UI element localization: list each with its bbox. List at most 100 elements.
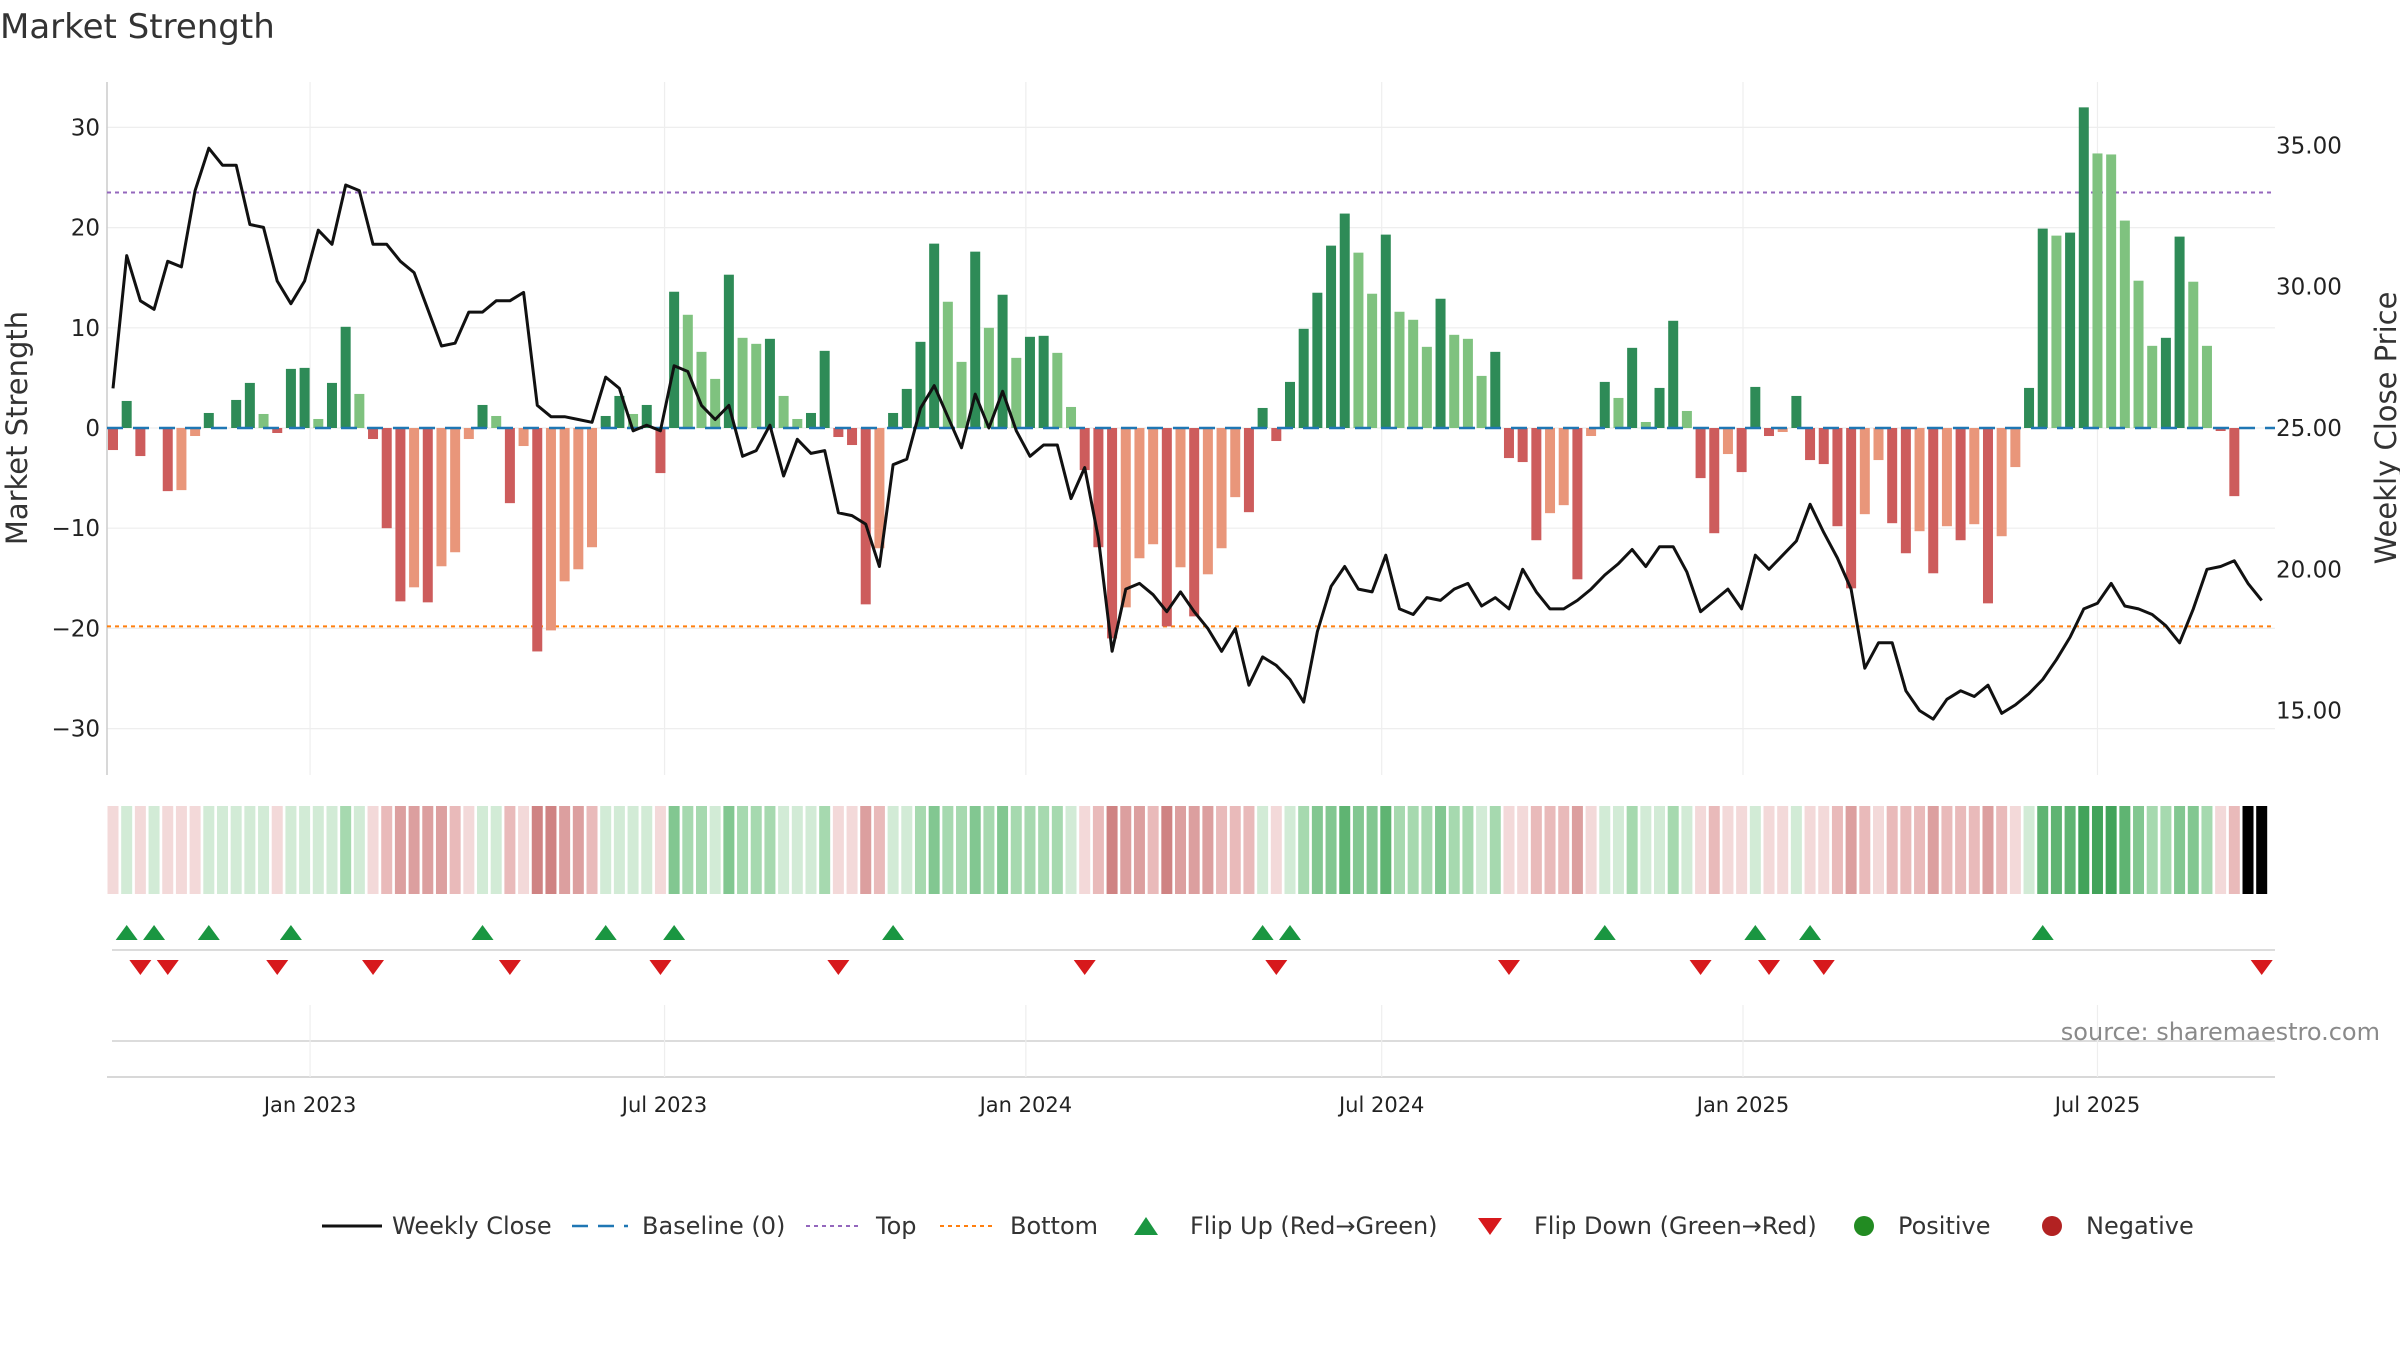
heat-cell xyxy=(1325,806,1337,894)
legend-item-negative: Negative xyxy=(2042,1212,2194,1240)
heat-cell xyxy=(1393,806,1405,894)
heat-cell xyxy=(1859,806,1871,894)
strength-bar xyxy=(669,291,680,428)
strength-bar xyxy=(108,428,118,451)
heat-cell xyxy=(1517,806,1529,894)
strength-bar xyxy=(1216,428,1227,549)
strength-bar xyxy=(162,428,173,492)
heat-cell xyxy=(2215,806,2227,894)
strength-bar xyxy=(997,294,1008,428)
heat-cell xyxy=(1120,806,1132,894)
strength-bar xyxy=(1955,428,1966,541)
heat-cell xyxy=(819,806,831,894)
strength-bar xyxy=(532,428,543,652)
heat-cell xyxy=(1092,806,1104,894)
strength-bar xyxy=(600,415,611,428)
heat-cell xyxy=(1202,806,1214,894)
heat-cell xyxy=(778,806,790,894)
heat-cell xyxy=(258,806,270,894)
strength-bar xyxy=(710,378,721,428)
strength-bars xyxy=(107,107,2275,652)
strength-bar xyxy=(450,428,461,553)
heat-cell xyxy=(1722,806,1734,894)
y2-tick-label: 25.00 xyxy=(2276,416,2342,442)
heat-cell xyxy=(1311,806,1323,894)
heat-cell xyxy=(956,806,968,894)
heat-cell xyxy=(121,806,133,894)
heat-cell xyxy=(2064,806,2076,894)
strength-bar xyxy=(970,251,981,428)
heat-cell xyxy=(600,806,612,894)
strength-bar xyxy=(340,326,351,428)
strength-bar xyxy=(1545,428,1556,514)
heat-cell xyxy=(983,806,995,894)
flip-down-marker xyxy=(266,960,289,975)
strength-bar xyxy=(409,428,420,588)
strength-bar xyxy=(1284,381,1295,428)
heat-cell xyxy=(1448,806,1460,894)
strength-bar xyxy=(1654,387,1665,428)
strength-bar xyxy=(203,412,214,428)
strength-bar xyxy=(1613,397,1624,428)
heat-cell xyxy=(1749,806,1761,894)
flip-down-marker xyxy=(156,960,179,975)
reference-lines xyxy=(107,191,2275,628)
heat-cell xyxy=(2133,806,2145,894)
flip-up-marker xyxy=(1251,925,1274,940)
strength-bar xyxy=(1271,428,1282,442)
heat-cell xyxy=(1257,806,1269,894)
heat-cell xyxy=(2174,806,2186,894)
strength-bar xyxy=(847,428,858,446)
flip-up-marker xyxy=(594,925,617,940)
x-tick-label: Jul 2023 xyxy=(620,1093,707,1117)
heat-cell xyxy=(887,806,899,894)
legend-item-close: Weekly Close xyxy=(322,1212,552,1240)
strength-bar xyxy=(1627,347,1638,428)
heat-cell xyxy=(1024,806,1036,894)
flip-up-marker xyxy=(1278,925,1301,940)
heat-cell xyxy=(1147,806,1159,894)
heat-cell xyxy=(490,806,502,894)
heat-cell xyxy=(203,806,215,894)
heat-cell xyxy=(613,806,625,894)
heat-cell xyxy=(1695,806,1707,894)
strength-bar xyxy=(1189,428,1200,617)
flip-down-marker xyxy=(129,960,152,975)
heat-cell xyxy=(1339,806,1351,894)
heat-cell xyxy=(668,806,680,894)
heat-cell xyxy=(1366,806,1378,894)
heat-cell xyxy=(2201,806,2213,894)
heat-cell xyxy=(435,806,447,894)
strength-bar xyxy=(285,368,296,428)
heat-cell xyxy=(2105,806,2117,894)
heat-cell xyxy=(1818,806,1830,894)
heat-cell xyxy=(1654,806,1666,894)
strength-bar xyxy=(1353,252,1364,428)
legend-item-positive: Positive xyxy=(1854,1212,1991,1240)
heat-cell xyxy=(1407,806,1419,894)
legend-swatch-dot xyxy=(2042,1216,2062,1236)
strength-bar xyxy=(1517,428,1528,463)
strength-bar xyxy=(1326,245,1337,428)
legend-label: Negative xyxy=(2086,1212,2194,1240)
heat-cell xyxy=(1161,806,1173,894)
strength-bar xyxy=(614,395,625,428)
strength-bar xyxy=(1312,292,1323,428)
strength-bar xyxy=(573,428,584,570)
flip-up-marker xyxy=(2031,925,2054,940)
heat-cell xyxy=(2242,806,2254,894)
heat-cell xyxy=(2091,806,2103,894)
strength-bar xyxy=(395,428,406,602)
legend-swatch-triangle-up xyxy=(1134,1217,1158,1235)
strength-bar xyxy=(1764,428,1775,437)
heat-cell xyxy=(914,806,926,894)
strength-bar xyxy=(587,428,598,548)
strength-bar xyxy=(792,418,803,428)
heat-cell xyxy=(477,806,489,894)
heat-cell xyxy=(2160,806,2172,894)
heat-cell xyxy=(1571,806,1583,894)
heat-cell xyxy=(682,806,694,894)
strength-bar xyxy=(764,338,775,428)
legend-label: Baseline (0) xyxy=(642,1212,785,1240)
heat-cell xyxy=(709,806,721,894)
